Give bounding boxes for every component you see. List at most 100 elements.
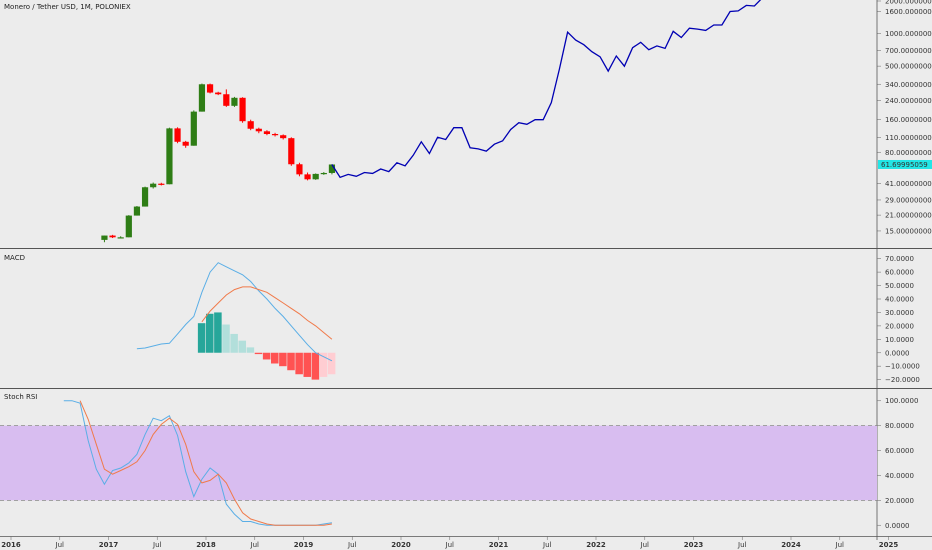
macd-histogram-bar[interactable] <box>246 347 255 353</box>
stoch-rsi-pane[interactable]: 100.0000 80.0000 60.0000 40.0000 20.0000 0.00… <box>0 397 918 530</box>
macd-histogram-bar[interactable] <box>271 352 279 364</box>
macd-tick-label: 10.0000 <box>885 336 914 344</box>
time-tick-label: 2016 <box>1 541 21 549</box>
time-tick-label: 2018 <box>196 541 216 549</box>
stoch-rsi-title: Stoch RSI <box>4 393 37 401</box>
candle[interactable] <box>206 84 214 93</box>
stoch-rsi-tick-label: 80.0000 <box>885 422 914 430</box>
price-tick-label: 110.00000000 <box>885 134 932 142</box>
price-tag-label: 61.69995059 <box>881 161 928 169</box>
macd-tick-label: 0.0000 <box>885 349 910 357</box>
macd-tick-label: 50.0000 <box>885 282 914 290</box>
candle[interactable] <box>150 183 157 188</box>
candle[interactable] <box>296 164 303 175</box>
candle[interactable] <box>198 84 206 112</box>
time-tick-label: 2025 <box>879 541 899 549</box>
candle[interactable] <box>109 235 116 238</box>
time-tick-label: 2021 <box>489 541 509 549</box>
price-tick-label: 15.00000000 <box>885 227 932 235</box>
macd-histogram-bar[interactable] <box>262 352 271 360</box>
macd-histogram-bar[interactable] <box>254 352 263 355</box>
time-tick-label: 2017 <box>99 541 119 549</box>
price-tick-label: 21.00000000 <box>885 212 932 220</box>
candle[interactable] <box>133 206 141 216</box>
macd-tick-label: 60.0000 <box>885 269 914 277</box>
candle[interactable] <box>182 141 189 146</box>
candle[interactable] <box>215 92 222 95</box>
price-tick-label: 700.00000000 <box>885 47 932 55</box>
time-tick-label: 2024 <box>781 541 801 549</box>
candle[interactable] <box>190 111 197 146</box>
candle[interactable] <box>223 94 230 106</box>
macd-tick-label: 40.0000 <box>885 296 914 304</box>
candle[interactable] <box>288 138 295 165</box>
macd-histogram-bar[interactable] <box>303 352 312 377</box>
pane-dividers[interactable] <box>0 248 932 537</box>
macd-tick-label: 70.0000 <box>885 255 914 263</box>
macd-histogram-bar[interactable] <box>295 352 303 375</box>
macd-histogram-bar[interactable] <box>287 352 295 371</box>
price-tick-label: 340.00000000 <box>885 81 932 89</box>
candle[interactable] <box>271 134 279 136</box>
price-tick-label: 160.00000000 <box>885 116 932 124</box>
candle[interactable] <box>312 173 319 180</box>
candle[interactable] <box>255 128 262 132</box>
candle[interactable] <box>239 97 246 122</box>
macd-pane[interactable]: 70.0000 60.0000 50.0000 40.0000 30.0000 20.00… <box>136 255 920 384</box>
candle[interactable] <box>328 164 336 173</box>
macd-histogram-bar[interactable] <box>327 352 336 375</box>
candle[interactable] <box>304 174 311 180</box>
signal-line[interactable] <box>201 286 333 340</box>
candle[interactable] <box>166 128 173 185</box>
price-tick-label: 2000.00000000 <box>885 0 932 6</box>
chart-title: Monero / Tether USD, 1M, POLONIEX <box>4 3 131 11</box>
macd-histogram-bar[interactable] <box>206 313 214 353</box>
macd-histogram-bar[interactable] <box>311 352 320 380</box>
macd-histogram-bar[interactable] <box>197 323 206 353</box>
candle[interactable] <box>247 121 254 129</box>
candle[interactable] <box>125 215 132 238</box>
macd-histogram-bar[interactable] <box>279 352 287 367</box>
price-tick-label: 1600.00000000 <box>885 8 932 16</box>
candle[interactable] <box>141 187 149 207</box>
time-tick-label: Jul <box>835 541 845 549</box>
price-tick-label: 80.00000000 <box>885 149 932 157</box>
price-tick-label: 41.00000000 <box>885 180 932 188</box>
stoch-rsi-tick-label: 60.0000 <box>885 447 914 455</box>
stoch-rsi-tick-label: 20.0000 <box>885 497 914 505</box>
time-tick-label: Jul <box>445 541 455 549</box>
candle[interactable] <box>263 131 271 135</box>
macd-line[interactable] <box>136 262 333 362</box>
time-tick-label: 2020 <box>391 541 411 549</box>
macd-histogram-bar[interactable] <box>214 312 222 353</box>
macd-histogram-bar[interactable] <box>222 324 230 353</box>
time-tick-label: 2019 <box>294 541 314 549</box>
candle[interactable] <box>117 237 124 239</box>
price-tag <box>878 159 932 169</box>
price-tick-label: 29.00000000 <box>885 196 932 204</box>
price-pane[interactable]: 2000.00000000 1600.00000000 1000.00000000 7… <box>101 0 932 540</box>
candle[interactable] <box>158 183 165 185</box>
macd-histogram-bar[interactable] <box>230 333 238 353</box>
macd-histogram-bar[interactable] <box>319 352 328 377</box>
candle[interactable] <box>280 135 287 139</box>
stoch-rsi-d-line[interactable] <box>79 400 332 526</box>
time-tick-label: 2022 <box>586 541 606 549</box>
projection-line[interactable] <box>331 0 779 179</box>
candle[interactable] <box>231 97 238 106</box>
stoch-rsi-tick-label: 100.0000 <box>885 397 918 405</box>
macd-title: MACD <box>4 254 25 262</box>
price-tick-label: 500.00000000 <box>885 63 932 71</box>
time-tick-label: Jul <box>55 541 65 549</box>
macd-tick-label: 20.0000 <box>885 322 914 330</box>
time-tick-label: Jul <box>250 541 260 549</box>
candle[interactable] <box>101 235 108 240</box>
macd-histogram-bar[interactable] <box>238 340 247 353</box>
time-tick-label: Jul <box>347 541 357 549</box>
candle[interactable] <box>320 172 327 175</box>
macd-tick-label: −20.0000 <box>885 376 920 384</box>
time-tick-label: Jul <box>152 541 162 549</box>
stoch-rsi-band <box>0 425 877 501</box>
candle[interactable] <box>174 128 181 142</box>
